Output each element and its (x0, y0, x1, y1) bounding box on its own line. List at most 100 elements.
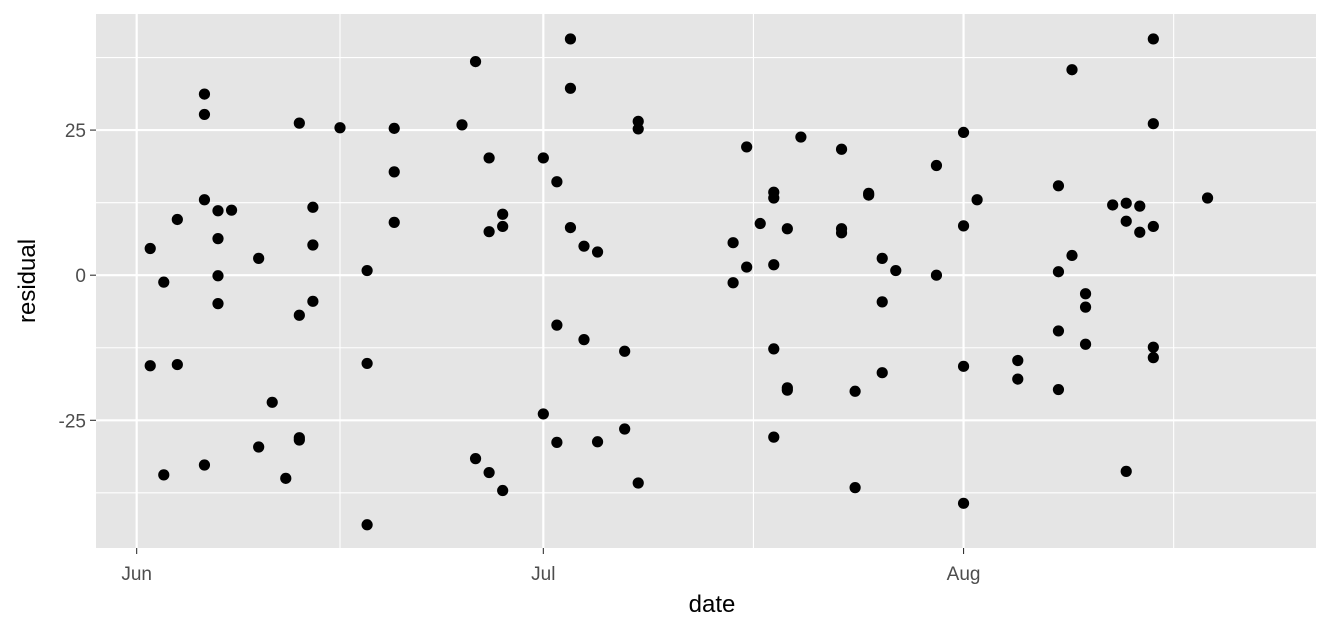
data-point (1080, 288, 1091, 299)
data-point (389, 166, 400, 177)
y-axis-title: residual (14, 239, 41, 323)
data-point (863, 189, 874, 200)
data-point (877, 296, 888, 307)
data-point (836, 144, 847, 155)
data-point (1148, 118, 1159, 129)
data-point (1121, 216, 1132, 227)
data-point (212, 298, 223, 309)
data-point (484, 467, 495, 478)
x-axis: Jun Jul Aug (121, 548, 980, 585)
y-tick-label: 0 (75, 266, 86, 287)
data-point (1121, 466, 1132, 477)
data-point (538, 152, 549, 163)
data-point (199, 109, 210, 120)
y-tick-label: -25 (59, 411, 86, 432)
data-point (890, 265, 901, 276)
data-point (497, 209, 508, 220)
data-point (768, 432, 779, 443)
data-point (470, 453, 481, 464)
data-point (389, 123, 400, 134)
data-point (253, 253, 264, 264)
data-point (782, 223, 793, 234)
data-point (226, 205, 237, 216)
data-point (307, 239, 318, 250)
data-point (1148, 221, 1159, 232)
y-axis: -25 0 25 (59, 121, 96, 432)
data-point (294, 434, 305, 445)
data-point (755, 218, 766, 229)
data-point (836, 227, 847, 238)
data-point (158, 469, 169, 480)
data-point (633, 123, 644, 134)
data-point (877, 367, 888, 378)
data-point (1148, 352, 1159, 363)
data-point (1107, 199, 1118, 210)
data-point (850, 386, 861, 397)
data-point (1053, 325, 1064, 336)
data-point (1148, 342, 1159, 353)
data-point (1012, 355, 1023, 366)
x-tick-label: Aug (947, 564, 981, 585)
data-point (294, 310, 305, 321)
data-point (212, 205, 223, 216)
data-point (253, 441, 264, 452)
data-point (497, 485, 508, 496)
data-point (592, 436, 603, 447)
data-point (484, 152, 495, 163)
data-point (334, 122, 345, 133)
data-point (741, 141, 752, 152)
data-point (145, 243, 156, 254)
y-tick-label: 25 (65, 121, 86, 142)
data-point (199, 194, 210, 205)
data-point (619, 346, 630, 357)
data-point (768, 192, 779, 203)
data-point (1053, 384, 1064, 395)
data-point (362, 358, 373, 369)
data-point (741, 261, 752, 272)
data-point (1134, 227, 1145, 238)
data-point (592, 246, 603, 257)
data-point (212, 270, 223, 281)
data-point (1053, 266, 1064, 277)
data-point (619, 423, 630, 434)
data-point (768, 259, 779, 270)
data-point (728, 237, 739, 248)
data-point (199, 459, 210, 470)
data-point (1066, 64, 1077, 75)
data-point (565, 33, 576, 44)
data-point (362, 519, 373, 530)
data-point (497, 221, 508, 232)
data-point (470, 56, 481, 67)
data-point (199, 89, 210, 100)
data-point (145, 360, 156, 371)
data-point (389, 217, 400, 228)
data-point (958, 498, 969, 509)
data-point (551, 320, 562, 331)
data-point (551, 437, 562, 448)
data-point (795, 131, 806, 142)
data-point (1202, 192, 1213, 203)
data-point (172, 359, 183, 370)
data-point (768, 343, 779, 354)
data-point (1134, 201, 1145, 212)
data-point (538, 408, 549, 419)
data-point (958, 127, 969, 138)
data-point (565, 83, 576, 94)
data-point (972, 194, 983, 205)
data-point (931, 160, 942, 171)
data-point (578, 241, 589, 252)
plot-panel (96, 14, 1316, 548)
data-point (850, 482, 861, 493)
x-tick-label: Jun (121, 564, 152, 585)
data-point (1066, 250, 1077, 261)
data-point (1053, 180, 1064, 191)
data-point (728, 277, 739, 288)
data-point (633, 477, 644, 488)
data-point (565, 222, 576, 233)
data-point (1148, 33, 1159, 44)
data-point (782, 385, 793, 396)
data-point (158, 277, 169, 288)
data-point (267, 397, 278, 408)
data-point (307, 296, 318, 307)
